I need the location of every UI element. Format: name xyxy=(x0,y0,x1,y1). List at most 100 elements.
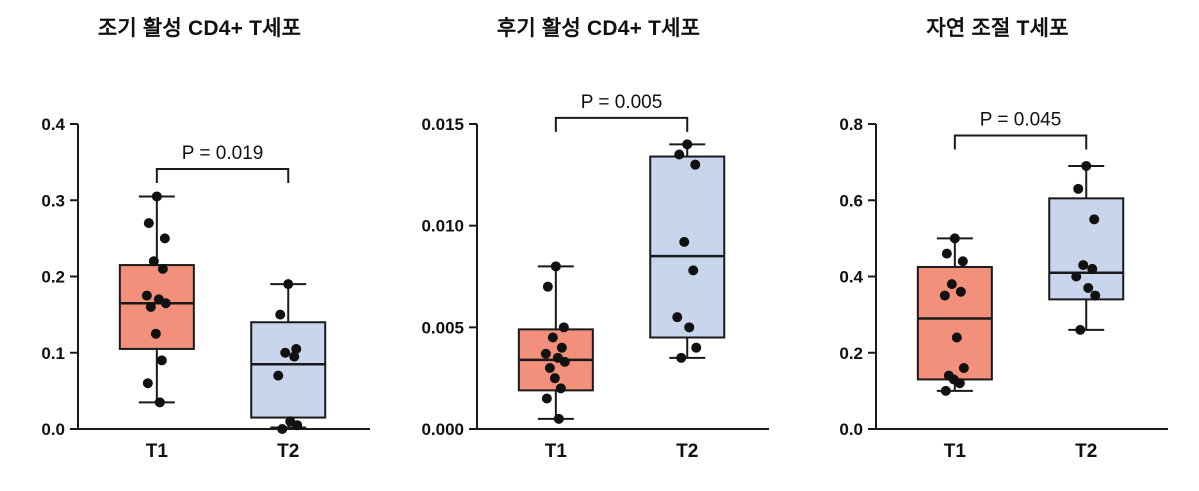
significance-bracket xyxy=(554,116,689,132)
x-category-label-t2: T2 xyxy=(277,441,299,462)
y-tick-label: 0.1 xyxy=(41,344,65,363)
data-point-t1 xyxy=(555,383,566,394)
chart-svg-1: 0.000 0.005 0.010 0.015 T1 T2 P = 0.005 xyxy=(399,44,798,491)
x-category-label-t1: T1 xyxy=(146,441,169,462)
data-point-t2 xyxy=(674,149,685,160)
data-point-t1 xyxy=(939,290,950,301)
data-point-t1 xyxy=(558,322,569,333)
data-point-t2 xyxy=(1075,324,1086,335)
chart-panel-0: 조기 활성 CD4+ T세포 0.0 0.1 0.2 0.3 0.4 T1 T2 P = 0.… xyxy=(0,0,399,491)
data-point-t1 xyxy=(954,378,965,389)
data-point-t2 xyxy=(1090,290,1101,301)
p-value-label: P = 0.045 xyxy=(980,109,1062,130)
p-value-label: P = 0.005 xyxy=(581,92,663,113)
p-value-label: P = 0.019 xyxy=(182,143,264,164)
y-tick-label: 0.010 xyxy=(421,217,464,236)
data-point-t2 xyxy=(682,139,693,150)
data-point-t1 xyxy=(547,332,558,343)
y-tick-label: 0.4 xyxy=(41,115,65,134)
y-tick-label: 0.3 xyxy=(41,191,65,210)
data-point-t1 xyxy=(159,233,170,244)
data-point-t1 xyxy=(143,218,154,229)
data-point-t1 xyxy=(559,356,570,367)
data-point-t1 xyxy=(542,281,553,292)
x-category-label-t2: T2 xyxy=(1075,441,1097,462)
data-point-t2 xyxy=(1078,260,1089,271)
y-tick-label: 0.8 xyxy=(839,115,863,134)
box-t2 xyxy=(250,321,327,419)
data-point-t1 xyxy=(556,342,567,353)
x-category-label-t1: T1 xyxy=(545,441,568,462)
data-point-t1 xyxy=(160,298,171,309)
data-point-t2 xyxy=(289,351,300,362)
data-point-t1 xyxy=(145,302,156,312)
significance-bracket xyxy=(155,167,290,183)
data-point-t2 xyxy=(291,343,302,354)
data-point-t2 xyxy=(684,322,695,333)
data-point-t1 xyxy=(955,286,966,297)
y-tick-label: 0.2 xyxy=(839,344,863,363)
chart-panel-2: 자연 조절 T세포 0.0 0.2 0.4 0.6 0.8 T1 T2 P = 0.045 xyxy=(798,0,1197,491)
data-point-t2 xyxy=(1089,214,1100,225)
data-point-t2 xyxy=(1087,263,1098,274)
data-point-t1 xyxy=(540,348,551,359)
y-tick-label: 0.005 xyxy=(421,318,464,337)
data-point-t2 xyxy=(1071,271,1082,282)
x-category-label-t2: T2 xyxy=(676,441,698,462)
data-point-t1 xyxy=(142,378,153,389)
data-point-t1 xyxy=(154,397,165,408)
data-point-t1 xyxy=(949,233,960,244)
x-category-label-t1: T1 xyxy=(944,441,967,462)
boxplot-svg-1: 0.000 0.005 0.010 0.015 T1 T2 P = 0.005 xyxy=(421,92,769,462)
data-point-t1 xyxy=(946,279,957,290)
data-point-t1 xyxy=(958,363,969,373)
data-point-t2 xyxy=(672,312,683,323)
data-point-t2 xyxy=(1073,183,1084,194)
box-t2 xyxy=(1048,197,1125,301)
data-point-t1 xyxy=(151,191,162,202)
data-point-t2 xyxy=(691,342,702,353)
data-point-t2 xyxy=(688,265,699,276)
data-point-t2 xyxy=(292,420,303,431)
data-point-t2 xyxy=(690,159,701,170)
data-point-t1 xyxy=(541,393,552,404)
data-point-t2 xyxy=(1081,160,1092,171)
data-point-t1 xyxy=(150,328,161,339)
data-point-t2 xyxy=(679,236,690,247)
y-tick-label: 0.2 xyxy=(41,268,65,287)
data-point-t1 xyxy=(951,332,962,343)
chart-panel-1: 후기 활성 CD4+ T세포 0.000 0.005 0.010 0.015 T1 T2 P… xyxy=(399,0,798,491)
boxplot-svg-2: 0.0 0.2 0.4 0.6 0.8 T1 T2 P = 0.045 xyxy=(839,109,1168,462)
data-point-t1 xyxy=(550,261,561,272)
chart-title-late-activated-cd4: 후기 활성 CD4+ T세포 xyxy=(496,17,701,40)
chart-title-early-activated-cd4: 조기 활성 CD4+ T세포 xyxy=(97,17,302,40)
data-point-t1 xyxy=(957,256,968,267)
y-tick-label: 0.0 xyxy=(41,420,65,439)
significance-bracket xyxy=(953,134,1088,150)
data-point-t2 xyxy=(280,347,291,358)
data-point-t1 xyxy=(941,248,952,259)
box-t2 xyxy=(649,155,726,339)
chart-title-natural-regulatory-t: 자연 조절 T세포 xyxy=(926,17,1069,40)
data-point-t1 xyxy=(141,290,152,301)
y-tick-label: 0.6 xyxy=(839,191,863,210)
data-point-t1 xyxy=(940,385,951,396)
data-point-t1 xyxy=(544,363,555,373)
y-tick-label: 0.015 xyxy=(421,115,464,134)
y-tick-label: 0.000 xyxy=(421,420,464,439)
chart-svg-2: 0.0 0.2 0.4 0.6 0.8 T1 T2 P = 0.045 xyxy=(798,44,1197,491)
data-point-t1 xyxy=(148,256,159,267)
y-tick-label: 0.4 xyxy=(839,268,863,287)
data-point-t1 xyxy=(549,373,560,384)
data-point-t1 xyxy=(553,413,564,424)
data-point-t2 xyxy=(1083,282,1094,293)
data-point-t2 xyxy=(275,309,286,320)
data-point-t2 xyxy=(676,352,687,363)
data-point-t1 xyxy=(156,355,167,366)
boxplot-svg-0: 0.0 0.1 0.2 0.3 0.4 T1 T2 P = 0.019 xyxy=(41,115,370,462)
data-point-t2 xyxy=(277,424,288,434)
chart-svg-0: 0.0 0.1 0.2 0.3 0.4 T1 T2 P = 0.019 xyxy=(0,44,399,491)
data-point-t2 xyxy=(273,370,284,381)
data-point-t2 xyxy=(283,279,294,290)
